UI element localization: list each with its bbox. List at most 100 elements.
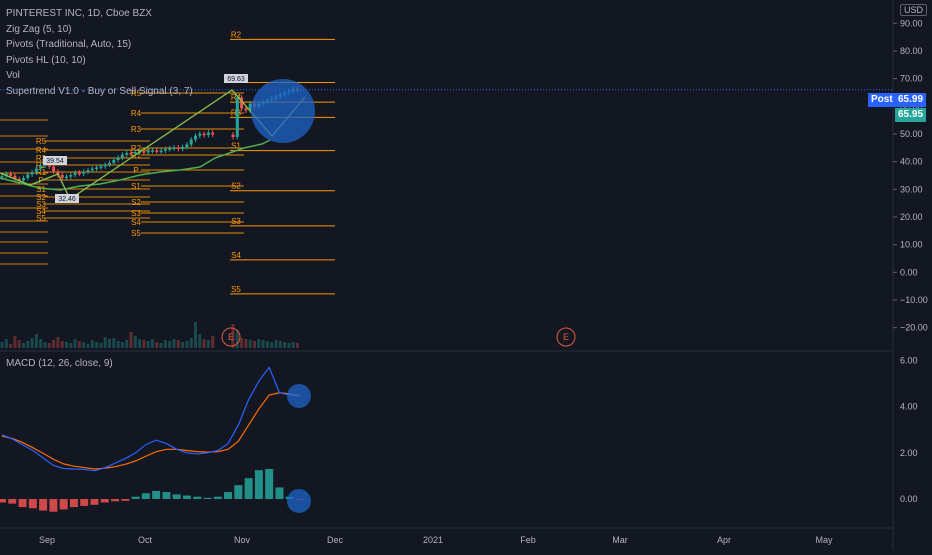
macd-histogram-bar	[111, 499, 120, 502]
volume-bar	[159, 343, 163, 348]
volume-bar	[274, 340, 278, 348]
pivot-left-label: R2	[36, 161, 47, 170]
volume-bar	[296, 343, 299, 348]
candle-body	[116, 157, 120, 160]
price-axis-tick: 20.00	[900, 212, 923, 222]
volume-bar	[151, 339, 154, 348]
candle-body	[22, 177, 25, 181]
symbol-title[interactable]: PINTEREST INC, 1D, Cboe BZX	[6, 8, 152, 19]
volume-bar	[181, 342, 185, 348]
currency-badge[interactable]: USD	[900, 4, 928, 16]
earnings-marker	[221, 327, 241, 347]
pivot-mid-label: R5	[131, 89, 142, 98]
macd-histogram-bar	[49, 499, 58, 512]
time-axis-tick: Apr	[717, 535, 731, 545]
macd-axis-tick: 4.00	[900, 402, 918, 412]
candle-body	[133, 152, 137, 154]
pivot-level-label: S3	[231, 217, 241, 226]
time-axis-tick: 2021	[423, 535, 443, 545]
volume-bar	[56, 337, 60, 348]
indicator-supertrend[interactable]: Supertrend V1.0 - Buy or Sell Signal (3,…	[6, 85, 193, 97]
highlight-circle-price	[251, 79, 315, 143]
price-axis-tick: 0.00	[900, 267, 918, 277]
candle-body	[112, 159, 116, 164]
candle-body	[185, 144, 189, 147]
indicator-pivots[interactable]: Pivots (Traditional, Auto, 15)	[6, 39, 132, 50]
candle-body	[235, 97, 239, 138]
price-axis-tick: 70.00	[900, 74, 923, 84]
macd-axis-tick: 0.00	[900, 494, 918, 504]
highlight-circle-macd	[287, 384, 311, 408]
candle-body	[73, 172, 77, 175]
volume-bar	[99, 343, 103, 348]
candle-body	[231, 134, 235, 138]
candle-body	[86, 170, 90, 172]
volume-bar	[163, 340, 167, 348]
macd-legend[interactable]: MACD (12, 26, close, 9)	[6, 358, 113, 369]
volume-bar	[185, 341, 189, 348]
price-axis-tick: −10.00	[900, 295, 928, 305]
volume-bar	[189, 338, 193, 348]
volume-bar	[4, 339, 8, 348]
volume-bar	[43, 342, 47, 348]
volume-bar	[47, 343, 51, 348]
macd-histogram-bar	[152, 490, 161, 499]
candle-body	[47, 164, 51, 167]
price-axis-tick: 90.00	[900, 18, 923, 28]
volume-bar	[142, 340, 146, 348]
volume-bar	[138, 339, 142, 348]
candle-body	[194, 135, 197, 140]
candle-body	[142, 151, 146, 153]
candle-body	[248, 103, 252, 111]
volume-bar	[26, 341, 30, 348]
volume-bar	[278, 341, 282, 348]
candle-body	[39, 165, 43, 169]
volume-bar	[261, 340, 265, 348]
candle-body	[206, 132, 210, 136]
candle-body	[151, 150, 154, 152]
candle-body	[90, 168, 94, 171]
volume-bar	[17, 340, 21, 348]
pivot-left-label: S3	[36, 200, 46, 209]
candle-body	[30, 172, 34, 175]
pivot-mid-label: S2	[131, 198, 141, 207]
indicator-vol[interactable]: Vol	[6, 70, 20, 81]
candle-body	[159, 150, 163, 153]
volume-bar	[172, 339, 176, 348]
time-axis-tick: Oct	[138, 535, 153, 545]
volume-bar	[168, 341, 172, 348]
zigzag-label-box	[55, 194, 79, 203]
volume-bar	[9, 344, 13, 348]
indicator-pivots-hl[interactable]: Pivots HL (10, 10)	[6, 54, 86, 66]
candle-body	[146, 150, 150, 153]
macd-histogram-bar	[90, 499, 99, 505]
indicator-zigzag[interactable]: Zig Zag (5, 10)	[6, 23, 72, 35]
volume-bar	[133, 336, 137, 348]
pivot-level-label: R2	[231, 30, 242, 39]
volume-bar	[202, 339, 206, 348]
candle-body	[56, 171, 60, 175]
pivot-left-label: R4	[36, 146, 47, 155]
macd-histogram-bar	[224, 492, 233, 499]
volume-bar	[265, 341, 269, 348]
macd-histogram-bar	[28, 499, 37, 509]
volume-bar	[116, 341, 120, 348]
macd-histogram-bar	[8, 499, 17, 504]
candle-body	[99, 166, 103, 168]
pivot-level-label: S1	[231, 142, 241, 151]
candle-body	[163, 149, 167, 151]
macd-histogram-bar	[244, 478, 253, 499]
volume-bar	[34, 334, 38, 348]
volume-bar	[270, 342, 274, 348]
candle-body	[77, 172, 81, 175]
candle-body	[202, 133, 206, 136]
volume-bar	[155, 342, 159, 348]
time-axis-tick: Sep	[39, 535, 55, 545]
candle-body	[155, 150, 159, 152]
volume-bar	[95, 342, 99, 348]
zigzag-label-box	[224, 74, 248, 83]
volume-bar	[120, 342, 124, 348]
pivot-left-label: R3	[36, 154, 47, 163]
